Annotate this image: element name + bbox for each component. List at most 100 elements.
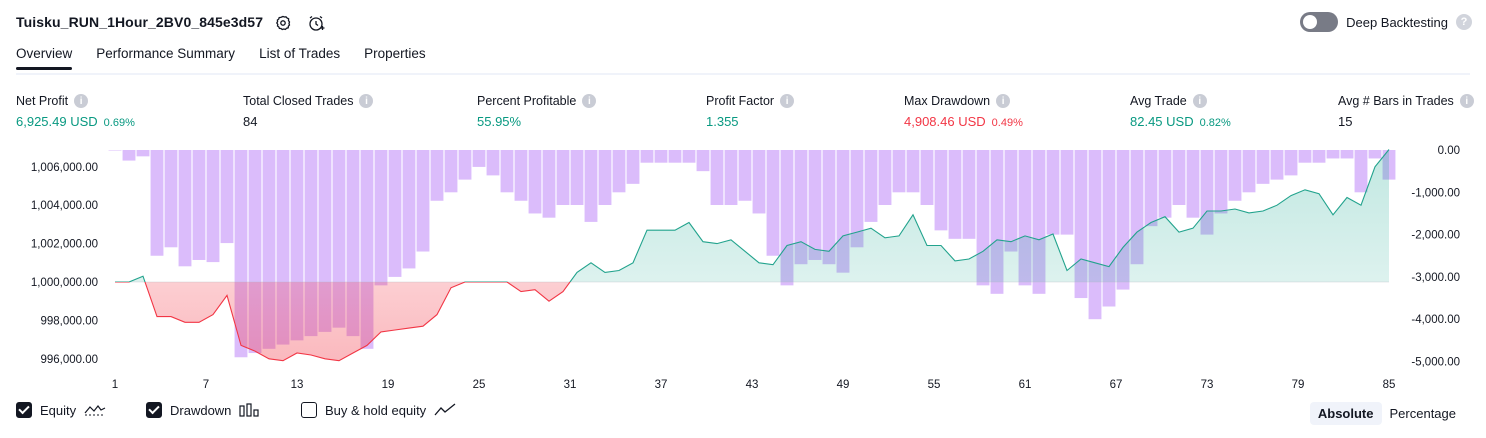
drawdown-bar bbox=[570, 150, 584, 205]
drawdown-bar bbox=[528, 150, 542, 214]
drawdown-bar bbox=[556, 150, 570, 205]
drawdown-bar bbox=[472, 150, 486, 167]
trade-number-axis: 1 7 13 19 25 31 37 43 49 55 61 67 73 79 85 bbox=[112, 379, 1396, 391]
help-icon[interactable]: ? bbox=[1456, 14, 1472, 30]
metric-value: 4,908.46 USD bbox=[904, 114, 986, 129]
metric-percent-profitable: Percent Profitable i 55.95% bbox=[477, 94, 597, 129]
metric-value: 84 bbox=[243, 114, 258, 129]
drawdown-bar bbox=[1270, 150, 1284, 180]
equity-line bbox=[115, 149, 1390, 362]
metric-percent: 0.49% bbox=[991, 117, 1023, 129]
metric-label: Max Drawdown bbox=[904, 94, 991, 108]
drawdown-bar bbox=[878, 150, 892, 205]
drawdown-bar bbox=[1144, 150, 1158, 227]
legend-drawdown[interactable]: Drawdown bbox=[146, 402, 261, 418]
info-icon[interactable]: i bbox=[74, 94, 89, 108]
drawdown-bar bbox=[906, 150, 920, 193]
deep-backtesting-toggle[interactable] bbox=[1300, 12, 1339, 32]
x-tick-label: 7 bbox=[203, 379, 209, 391]
x-tick-label: 79 bbox=[1292, 379, 1305, 391]
info-icon[interactable]: i bbox=[359, 94, 374, 108]
drawdown-tick-label: -3,000.00 bbox=[1411, 272, 1460, 284]
drawdown-tick-label: -4,000.00 bbox=[1411, 314, 1460, 326]
info-icon[interactable]: i bbox=[780, 94, 795, 108]
buy-hold-checkbox[interactable] bbox=[301, 402, 317, 418]
add-alert-icon[interactable] bbox=[305, 12, 327, 34]
metric-total-closed-trades: Total Closed Trades i 84 bbox=[243, 94, 374, 129]
drawdown-bar bbox=[766, 150, 780, 256]
deep-backtesting-label: Deep Backtesting bbox=[1346, 14, 1448, 30]
drawdown-bar bbox=[738, 150, 752, 201]
gear-icon bbox=[276, 15, 291, 31]
equity-checkbox[interactable] bbox=[16, 402, 32, 418]
tab-overview[interactable]: Overview bbox=[16, 46, 73, 70]
equity-drawdown-chart[interactable]: 1,006,000.00 1,004,000.00 1,002,000.00 1,00… bbox=[0, 140, 1486, 395]
drawdown-bar bbox=[934, 150, 948, 231]
drawdown-bar bbox=[864, 150, 878, 222]
drawdown-bar bbox=[920, 150, 934, 205]
metric-avg-bars-in-trades: Avg # Bars in Trades i 15 bbox=[1338, 94, 1474, 129]
drawdown-bar bbox=[136, 150, 150, 157]
x-tick-label: 55 bbox=[928, 379, 941, 391]
drawdown-axis: 0.00 -1,000.00 -2,000.00 -3,000.00 -4,000.00… bbox=[1411, 145, 1460, 369]
percentage-button[interactable]: Percentage bbox=[1389, 406, 1457, 421]
drawdown-bar bbox=[1046, 150, 1060, 235]
deep-backtesting-control: Deep Backtesting ? bbox=[1300, 12, 1472, 32]
metric-label: Profit Factor bbox=[706, 94, 775, 108]
drawdown-bar bbox=[1354, 150, 1368, 193]
settings-gear-icon[interactable] bbox=[272, 12, 294, 34]
equity-axis: 1,006,000.00 1,004,000.00 1,002,000.00 1,00… bbox=[31, 162, 98, 366]
x-tick-label: 49 bbox=[837, 379, 850, 391]
info-icon[interactable]: i bbox=[582, 94, 597, 108]
drawdown-bar bbox=[962, 150, 976, 239]
drawdown-bar bbox=[458, 150, 472, 180]
metric-value: 55.95% bbox=[477, 114, 522, 129]
legend-buy-hold[interactable]: Buy & hold equity bbox=[301, 402, 456, 418]
drawdown-bar bbox=[1284, 150, 1298, 176]
drawdown-bar bbox=[850, 150, 864, 248]
metric-percent: 0.82% bbox=[1199, 117, 1231, 129]
equity-tick-label: 1,006,000.00 bbox=[31, 162, 98, 174]
metric-net-profit: Net Profit i 6,925.49 USD 0.69% bbox=[16, 94, 135, 129]
info-icon[interactable]: i bbox=[996, 94, 1011, 108]
metric-max-drawdown: Max Drawdown i 4,908.46 USD 0.49% bbox=[904, 94, 1023, 129]
drawdown-bar bbox=[150, 150, 164, 256]
drawdown-bar bbox=[108, 150, 122, 151]
drawdown-bar bbox=[640, 150, 654, 163]
drawdown-bar bbox=[192, 150, 206, 260]
equity-line-profit bbox=[115, 149, 1390, 282]
drawdown-bar bbox=[1340, 150, 1354, 159]
trend-line-icon bbox=[434, 403, 456, 416]
legend-equity[interactable]: Equity bbox=[16, 402, 106, 418]
equity-area bbox=[115, 149, 1389, 361]
drawdown-bar bbox=[1102, 150, 1116, 307]
drawdown-bar bbox=[682, 150, 696, 163]
equity-tick-label: 996,000.00 bbox=[40, 354, 98, 366]
metric-value: 6,925.49 USD bbox=[16, 114, 98, 129]
tab-properties[interactable]: Properties bbox=[364, 46, 426, 61]
metric-label: Avg # Bars in Trades bbox=[1338, 94, 1454, 108]
equity-profit-area bbox=[115, 149, 1389, 282]
absolute-button[interactable]: Absolute bbox=[1309, 402, 1382, 425]
drawdown-bar bbox=[1088, 150, 1102, 320]
tab-list-of-trades[interactable]: List of Trades bbox=[259, 46, 341, 61]
drawdown-tick-label: -5,000.00 bbox=[1411, 357, 1460, 369]
info-icon[interactable]: i bbox=[1192, 94, 1207, 108]
drawdown-bar bbox=[1242, 150, 1256, 193]
drawdown-checkbox[interactable] bbox=[146, 402, 162, 418]
drawdown-bar bbox=[892, 150, 906, 193]
equity-tick-label: 1,000,000.00 bbox=[31, 277, 98, 289]
drawdown-tick-label: -1,000.00 bbox=[1411, 187, 1460, 199]
metric-value: 82.45 USD bbox=[1130, 114, 1194, 129]
info-icon[interactable]: i bbox=[1459, 94, 1474, 108]
drawdown-bar bbox=[402, 150, 416, 269]
tab-performance-summary[interactable]: Performance Summary bbox=[96, 46, 236, 61]
equity-tick-label: 1,004,000.00 bbox=[31, 200, 98, 212]
x-tick-label: 31 bbox=[564, 379, 577, 391]
drawdown-bar bbox=[444, 150, 458, 193]
drawdown-bar bbox=[542, 150, 556, 218]
buy-hold-label: Buy & hold equity bbox=[325, 402, 427, 418]
metric-label: Percent Profitable bbox=[477, 94, 577, 108]
strategy-title: Tuisku_RUN_1Hour_2BV0_845e3d57 bbox=[16, 14, 264, 30]
x-tick-label: 19 bbox=[382, 379, 395, 391]
